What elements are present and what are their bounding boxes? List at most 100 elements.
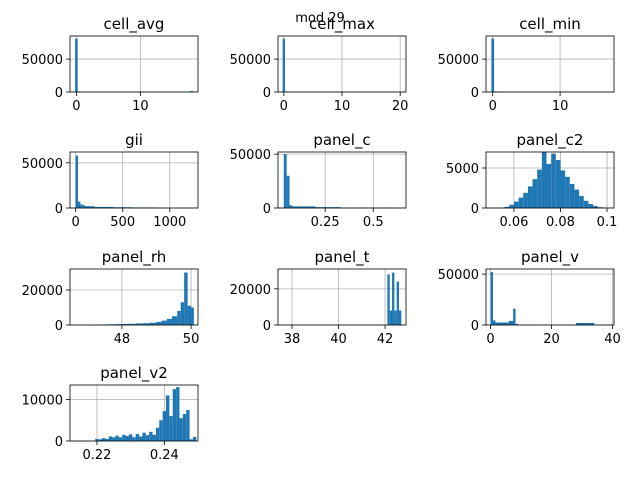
subplot-title: panel_v: [521, 248, 579, 267]
histogram-bar: [142, 432, 146, 441]
histogram-bar: [565, 176, 570, 208]
histogram-bar: [283, 154, 287, 208]
histogram-bar: [583, 200, 589, 208]
histogram-bar: [574, 189, 580, 208]
histogram-bar: [593, 206, 598, 208]
axes-frame: [69, 35, 199, 93]
histogram-bar: [579, 196, 584, 208]
histogram-bar: [114, 324, 122, 325]
y-tick-label: 20000: [230, 283, 271, 298]
y-tick-label: 50000: [230, 53, 271, 68]
y-tick-label: 50000: [22, 157, 63, 172]
histogram-bar: [145, 435, 150, 441]
x-tick-label: 500: [110, 215, 135, 230]
histogram-bar: [518, 197, 524, 208]
histogram-bar: [112, 437, 116, 441]
histogram-bar: [187, 305, 192, 325]
x-tick-label: 0.1: [597, 215, 618, 230]
y-tick-label: 0: [263, 319, 271, 334]
x-tick-label: 10: [334, 99, 351, 114]
axes-frame: [485, 268, 615, 326]
histogram-bar: [125, 436, 129, 441]
y-tick-label: 50000: [438, 268, 479, 283]
x-tick-label: 0: [280, 99, 288, 114]
histogram-bar: [95, 438, 99, 441]
y-tick-label: 0: [55, 202, 63, 217]
histogram-bar: [135, 433, 140, 441]
histogram-bar: [541, 152, 547, 208]
subplot-title: gii: [125, 131, 143, 149]
histogram-bar: [537, 169, 542, 208]
y-tick-label: 50000: [230, 148, 271, 163]
histogram-bar: [509, 204, 514, 208]
histogram-bar: [85, 206, 95, 208]
histogram-bar: [115, 435, 119, 441]
subplot-title: panel_v2: [100, 364, 168, 383]
histogram-bar: [186, 409, 190, 441]
histogram-bar: [546, 164, 552, 208]
subplot-panel-c2: panel_c2 0.06 0.08 0.1 0 5000: [446, 131, 617, 230]
histogram-bar: [527, 186, 533, 208]
x-tick-label: 0.08: [546, 215, 575, 230]
y-tick-label: 0: [263, 202, 271, 217]
histogram-bar: [282, 38, 285, 92]
y-tick-label: 0: [471, 319, 479, 334]
y-tick-label: 20000: [22, 284, 63, 299]
histogram-bar: [159, 420, 163, 441]
histogram-bar: [286, 175, 290, 208]
subplot-panel-v: panel_v 0 20 40 0 50000: [438, 248, 621, 347]
histogram-bar: [172, 316, 178, 325]
histogram-bar: [121, 323, 129, 325]
histogram-bar: [569, 184, 575, 208]
subplot-title: panel_c: [313, 131, 370, 150]
histogram-bar: [180, 302, 185, 325]
histogram-bar: [82, 205, 86, 208]
x-tick-label: 1000: [153, 215, 186, 230]
subplot-title: cell_max: [309, 15, 375, 34]
histogram-bar: [155, 427, 160, 441]
histogram-bar: [513, 308, 516, 325]
x-tick-label: 38: [284, 332, 301, 347]
x-tick-label: 20: [392, 99, 409, 114]
histogram-bar: [315, 207, 341, 208]
subplot-cell-max: cell_max 0 10 20 0 50000: [230, 15, 409, 114]
histogram-bar: [128, 323, 136, 325]
histogram-bar: [169, 416, 173, 441]
x-tick-label: 10: [552, 99, 569, 114]
x-tick-label: 0: [72, 99, 80, 114]
y-tick-label: 0: [263, 86, 271, 101]
histogram-bar: [166, 395, 170, 441]
x-tick-label: 0.5: [363, 215, 384, 230]
histogram-bar: [75, 155, 78, 208]
histogram-bar: [387, 274, 390, 325]
histogram-bar: [551, 153, 556, 208]
x-tick-label: 42: [377, 332, 394, 347]
y-tick-label: 0: [55, 435, 63, 450]
histogram-bar: [179, 418, 183, 441]
x-tick-label: 20: [543, 332, 560, 347]
x-tick-label: 40: [330, 332, 347, 347]
axes-frame: [69, 268, 199, 326]
histogram-bar: [139, 436, 143, 441]
axes-frame: [485, 35, 615, 93]
histogram-bar: [135, 323, 143, 325]
histogram-bar: [292, 206, 316, 208]
histogram-bar: [176, 387, 180, 441]
histogram-bar: [189, 439, 193, 441]
subplot-title: panel_rh: [102, 248, 167, 267]
histogram-bar: [149, 431, 153, 441]
histogram-bar: [504, 206, 510, 208]
histogram-bar: [490, 272, 494, 325]
histogram-bar: [513, 201, 519, 208]
histogram-bar: [560, 170, 566, 208]
histogram-bar: [495, 322, 509, 325]
y-tick-label: 0: [55, 319, 63, 334]
histogram-bar: [161, 320, 167, 325]
histogram-bar: [128, 434, 133, 441]
histogram-bar: [399, 310, 402, 325]
subplot-cell-min: cell_min 0 10 0 50000: [438, 15, 615, 114]
x-tick-label: 0.24: [150, 448, 179, 463]
histogram-bar: [177, 311, 181, 325]
